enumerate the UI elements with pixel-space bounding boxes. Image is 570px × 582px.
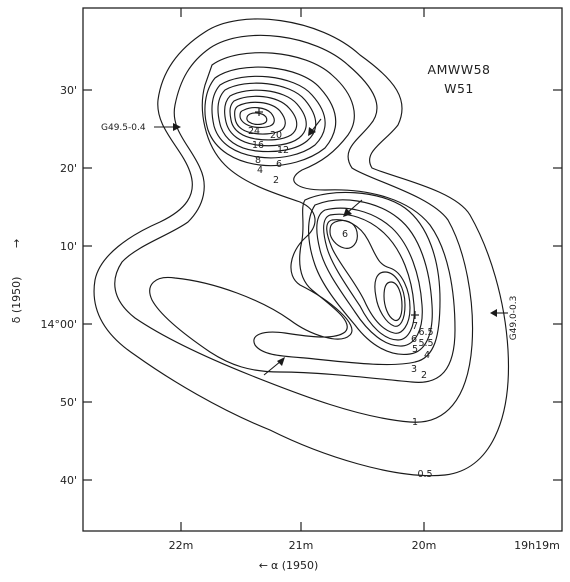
y-tick-label: 50' bbox=[60, 396, 77, 409]
contour-label: 20 bbox=[270, 130, 282, 141]
contour-label: 6 bbox=[276, 159, 282, 170]
contour-line bbox=[239, 107, 275, 129]
contour-line bbox=[234, 101, 286, 135]
x-tick-label: 19h19m bbox=[514, 539, 560, 552]
contour-label: 7 bbox=[412, 321, 418, 332]
x-tick-label: 22m bbox=[169, 539, 194, 552]
contour-line bbox=[217, 82, 317, 153]
source-label-left: G49.5-0.4 bbox=[101, 123, 146, 133]
contour-label: 12 bbox=[277, 145, 289, 156]
y-tick-label: 14°00' bbox=[40, 318, 77, 331]
depression-arrow bbox=[346, 199, 363, 214]
contour-line bbox=[329, 219, 358, 249]
contour-line bbox=[149, 52, 456, 383]
contour-line bbox=[308, 199, 433, 356]
x-tick-label: 20m bbox=[412, 539, 437, 552]
contour-label: 5 bbox=[412, 344, 418, 355]
y-tick-label: 30' bbox=[60, 84, 77, 97]
contour-line bbox=[211, 75, 326, 159]
contour-line bbox=[316, 207, 423, 347]
plot-frame bbox=[82, 7, 563, 532]
arrowhead-icon bbox=[343, 208, 352, 217]
arrowhead-icon bbox=[490, 309, 497, 317]
contour-line bbox=[204, 66, 337, 167]
contour-label: 1 bbox=[412, 417, 418, 428]
contour-line bbox=[224, 89, 307, 147]
contour-label: 2 bbox=[273, 175, 279, 186]
x-axis-label: α (1950) bbox=[271, 559, 318, 572]
y-tick-label: 10' bbox=[60, 240, 77, 253]
contour-line bbox=[253, 191, 441, 366]
contour-label: 5.5 bbox=[418, 338, 433, 349]
contour-line bbox=[229, 95, 298, 141]
y-tick-label: 20' bbox=[60, 162, 77, 175]
y-tick-label: 40' bbox=[60, 474, 77, 487]
x-axis-arrow: ← bbox=[259, 559, 268, 572]
contour-line bbox=[323, 213, 415, 341]
map-title: AMWW58 bbox=[428, 62, 491, 77]
contour-label: 16 bbox=[252, 140, 264, 151]
contour-label: 2 bbox=[421, 370, 427, 381]
contour-label: 4 bbox=[424, 350, 430, 361]
y-axis-label: δ (1950) bbox=[10, 277, 23, 324]
contour-label: 3 bbox=[411, 364, 417, 375]
y-axis-arrow: → bbox=[10, 239, 23, 248]
contour-label: 6 bbox=[411, 334, 417, 345]
contour-line bbox=[326, 219, 411, 334]
arrowhead-icon bbox=[308, 127, 316, 136]
map-subtitle: W51 bbox=[444, 81, 474, 96]
contour-label: 8 bbox=[255, 155, 261, 166]
contour-label: 6 bbox=[342, 229, 348, 240]
contour-line bbox=[114, 34, 474, 423]
source-label-right: G49.0-0.3 bbox=[509, 296, 519, 341]
arrowhead-icon bbox=[277, 357, 285, 366]
depression-arrow bbox=[263, 360, 282, 376]
contour-label: 0.5 bbox=[417, 469, 432, 480]
contour-line bbox=[383, 281, 403, 322]
x-tick-label: 21m bbox=[289, 539, 314, 552]
contour-label: 24 bbox=[248, 126, 260, 137]
contour-label: 4 bbox=[257, 165, 263, 176]
contour-line bbox=[246, 112, 268, 125]
contour-line bbox=[93, 18, 510, 477]
contour-line bbox=[374, 271, 406, 327]
contour-label: 6.5 bbox=[418, 327, 433, 338]
